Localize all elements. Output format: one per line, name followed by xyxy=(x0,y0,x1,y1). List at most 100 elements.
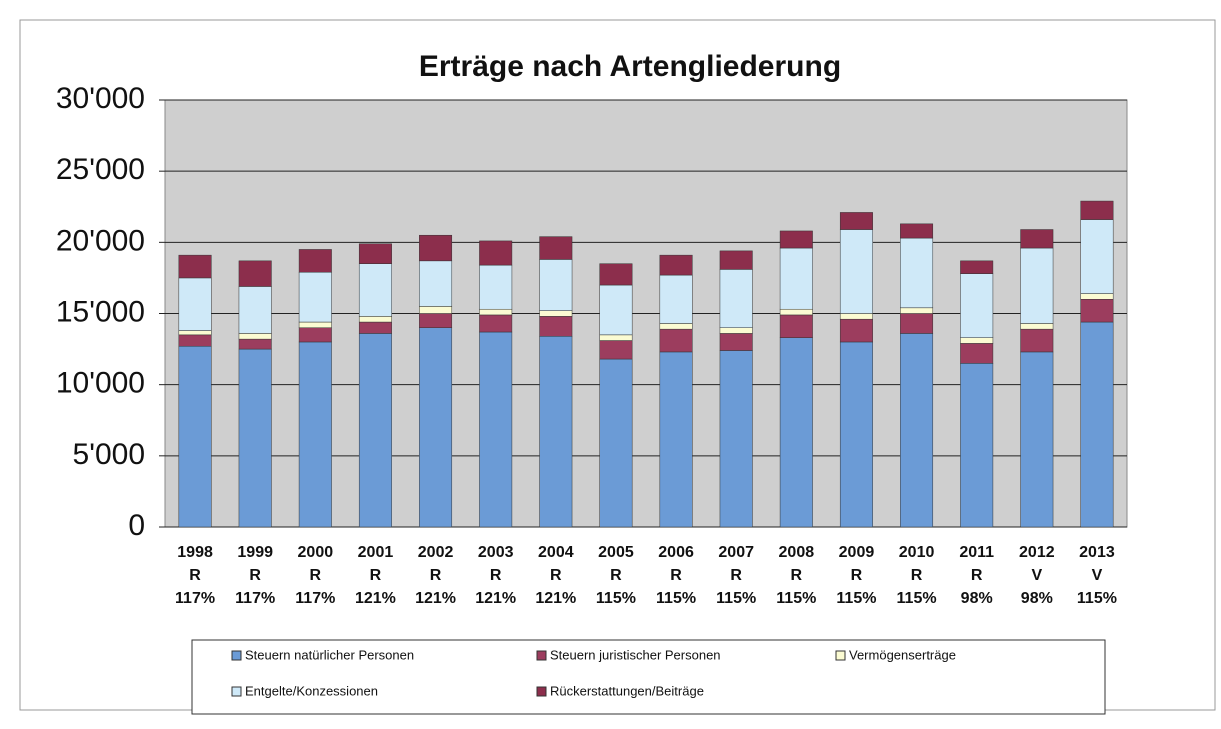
x-tick-label: 115% xyxy=(776,590,816,607)
x-tick-label: 2006 xyxy=(658,544,694,561)
bar-segment xyxy=(238,286,272,334)
x-tick-label: 2009 xyxy=(839,544,875,561)
x-tick-label: 2005 xyxy=(598,544,634,561)
bar-segment xyxy=(238,333,272,340)
bar-segment xyxy=(779,337,813,528)
x-tick-label: 115% xyxy=(716,590,756,607)
bar-segment xyxy=(238,348,272,528)
bar-segment xyxy=(900,333,934,528)
x-tick-label: 2012 xyxy=(1019,544,1055,561)
x-tick-label: R xyxy=(791,567,803,584)
y-tick-label: 30'000 xyxy=(56,82,145,115)
bar-segment xyxy=(1020,351,1054,528)
y-tick-label: 5'000 xyxy=(73,438,145,471)
x-tick-label: V xyxy=(1031,567,1042,584)
x-tick-label: R xyxy=(370,567,382,584)
x-tick-label: 117% xyxy=(235,590,275,607)
bar-segment xyxy=(539,310,573,317)
bar-segment xyxy=(178,334,212,347)
legend-swatch xyxy=(231,650,242,661)
x-tick-label: 121% xyxy=(415,590,456,607)
legend-swatch xyxy=(231,686,242,697)
x-tick-label: 121% xyxy=(355,590,396,607)
x-tick-label: 2011 xyxy=(959,544,994,561)
bar-segment xyxy=(900,223,934,239)
bar-segment xyxy=(479,264,513,310)
x-tick-label: 2002 xyxy=(418,544,454,561)
x-tick-label: R xyxy=(730,567,742,584)
x-tick-label: R xyxy=(550,567,562,584)
bar-segment xyxy=(419,306,453,314)
x-tick-label: R xyxy=(851,567,863,584)
bar-segment xyxy=(419,327,453,528)
x-tick-label: 1999 xyxy=(237,544,273,561)
x-tick-label: 121% xyxy=(535,590,576,607)
x-tick-label: 115% xyxy=(656,590,696,607)
bar-segment xyxy=(960,273,994,338)
bar-segment xyxy=(599,358,633,528)
x-tick-label: 115% xyxy=(897,590,937,607)
bar-segment xyxy=(479,331,513,528)
x-tick-label: 2007 xyxy=(718,544,754,561)
bar-segment xyxy=(960,337,994,344)
x-tick-label: 2000 xyxy=(298,544,334,561)
bar-segment xyxy=(960,260,994,274)
x-tick-label: 98% xyxy=(961,590,993,607)
bar-segment xyxy=(1020,229,1054,249)
x-tick-label: 121% xyxy=(475,590,516,607)
bar-segment xyxy=(358,243,392,264)
legend-swatch xyxy=(835,650,846,661)
bar-segment xyxy=(659,323,693,330)
bar-segment xyxy=(1020,323,1054,330)
bar-segment xyxy=(1020,247,1054,324)
bar-segment xyxy=(839,318,873,343)
bar-segment xyxy=(659,274,693,324)
x-tick-label: R xyxy=(249,567,261,584)
bar-segment xyxy=(779,230,813,249)
legend-label: Rückerstattungen/Beiträge xyxy=(550,683,704,698)
bar-segment xyxy=(1080,200,1114,220)
bar-segment xyxy=(358,316,392,323)
bar-segment xyxy=(1080,299,1114,323)
x-tick-label: R xyxy=(911,567,923,584)
bar-segment xyxy=(479,240,513,266)
bar-segment xyxy=(1080,219,1114,294)
x-tick-label: 2004 xyxy=(538,544,574,561)
bar-segment xyxy=(839,341,873,528)
bar-segment xyxy=(779,308,813,316)
bar-segment xyxy=(419,234,453,262)
bar-segment xyxy=(298,341,332,528)
bar-segment xyxy=(539,336,573,528)
bar-segment xyxy=(1080,293,1114,300)
x-tick-label: 117% xyxy=(295,590,335,607)
bar-segment xyxy=(719,350,753,528)
bar-segment xyxy=(900,237,934,309)
bar-segment xyxy=(178,330,212,336)
bar-segment xyxy=(599,340,633,360)
legend-label: Vermögenserträge xyxy=(849,647,956,662)
bar-segment xyxy=(298,249,332,273)
x-tick-label: R xyxy=(310,567,322,584)
bar-segment xyxy=(238,338,272,350)
legend-label: Steuern natürlicher Personen xyxy=(245,647,414,662)
legend-swatch xyxy=(536,650,547,661)
bar-segment xyxy=(659,328,693,353)
bar-segment xyxy=(839,313,873,320)
bar-segment xyxy=(779,247,813,310)
x-tick-label: 98% xyxy=(1021,590,1053,607)
bar-segment xyxy=(839,212,873,230)
bar-segment xyxy=(539,259,573,311)
bar-segment xyxy=(599,334,633,341)
bar-segment xyxy=(960,343,994,364)
bar-segment xyxy=(479,308,513,316)
bar-segment xyxy=(599,284,633,336)
bar-segment xyxy=(719,250,753,270)
bar-segment xyxy=(960,363,994,528)
x-tick-label: R xyxy=(610,567,622,584)
bar-segment xyxy=(298,321,332,328)
bar-segment xyxy=(659,254,693,276)
bar-segment xyxy=(298,271,332,323)
bar-segment xyxy=(358,321,392,334)
bar-segment xyxy=(358,263,392,317)
